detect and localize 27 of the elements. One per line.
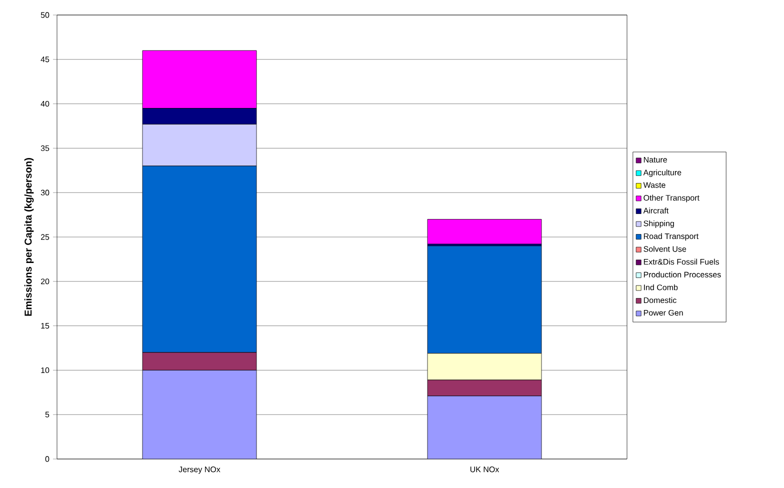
legend-label: Solvent Use [644,246,686,252]
x-tick-label: UK NOx [470,466,500,472]
y-tick-label: 0 [45,456,50,462]
legend-label: Nature [644,156,667,163]
y-tick-label: 40 [40,100,50,107]
legend-label: Ind Comb [644,284,678,290]
legend-label: Aircraft [643,208,669,214]
y-tick-label: 20 [40,278,50,284]
y-tick-label: 15 [41,323,50,329]
legend-label: Shipping [644,220,674,228]
y-tick-label: 25 [40,234,50,240]
y-tick-label: 5 [45,412,50,418]
y-tick-label: 30 [40,190,50,196]
y-tick-label: 35 [40,145,50,152]
legend-label: Waste [643,182,666,188]
y-axis-title: Emissions per Capita (kg/person) [24,158,34,316]
legend-label: Agriculture [643,169,682,177]
legend-label: Production Processes [644,272,721,278]
legend-label: Other Transport [644,194,700,202]
y-tick-label: 10 [41,367,50,374]
legend-label: Road Transport [644,233,699,241]
legend-label: Domestic [644,297,676,304]
legend-label: Extr&Dis Fossil Fuels [644,258,720,265]
y-tick-label: 50 [40,12,50,18]
x-tick-label: Jersey NOx [178,466,220,474]
y-tick-label: 45 [40,56,50,62]
legend-label: Power Gen [644,310,683,316]
